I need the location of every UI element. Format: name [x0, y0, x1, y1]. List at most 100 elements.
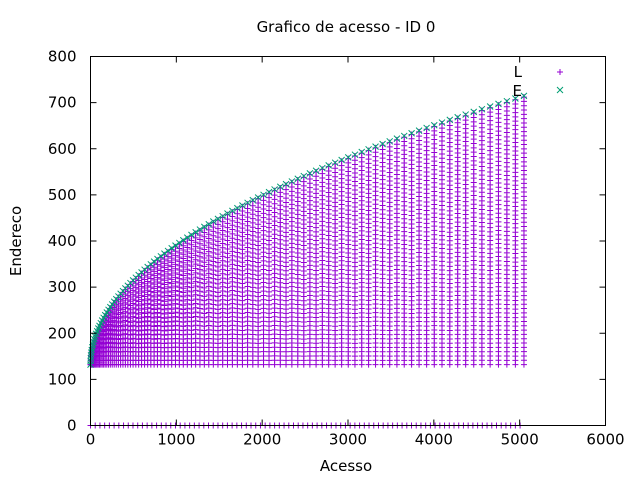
point-E: [520, 92, 528, 100]
point-E: [249, 196, 257, 204]
point-E: [172, 242, 179, 249]
point-L: [319, 166, 326, 173]
point-E: [214, 215, 222, 223]
y-tick-label: 500: [48, 186, 77, 204]
point-E: [486, 103, 494, 110]
point-E: [219, 212, 227, 220]
point-E: [325, 162, 333, 169]
point-E: [430, 121, 438, 129]
point-E: [205, 220, 213, 228]
point-L: [503, 99, 510, 106]
point-L: [408, 131, 415, 138]
point-E: [312, 167, 320, 175]
point-E: [512, 95, 519, 102]
point-E: [188, 231, 195, 239]
y-tick-label: 700: [48, 94, 77, 112]
point-E: [154, 255, 161, 263]
point-L: [365, 147, 372, 154]
point-E: [556, 86, 564, 94]
x-tick-label: 5000: [501, 431, 539, 449]
point-E: [87, 351, 95, 359]
point-L: [446, 118, 453, 125]
point-L: [219, 214, 226, 221]
point-L: [379, 142, 386, 149]
point-E: [503, 97, 511, 105]
point-E: [164, 247, 172, 255]
point-E: [408, 129, 415, 137]
point-E: [338, 156, 346, 164]
point-L: [313, 168, 320, 175]
y-axis-ticks: 0 100 200 300 400 500 600 700 800: [48, 48, 606, 435]
point-E: [379, 140, 386, 148]
y-tick-label: 400: [48, 232, 77, 250]
point-L: [201, 225, 208, 232]
point-L: [423, 126, 430, 133]
x-axis-ticks: 0 1000 2000 3000 4000 5000 6000: [86, 56, 625, 449]
point-L: [255, 195, 262, 202]
x-tick-label: 6000: [586, 431, 624, 449]
point-L: [283, 182, 290, 189]
point-L: [210, 219, 217, 226]
x-tick-label: 2000: [243, 431, 281, 449]
point-E: [470, 108, 478, 116]
point-L: [234, 206, 241, 213]
x-tick-label: 3000: [329, 431, 367, 449]
point-E: [209, 218, 217, 225]
point-L: [249, 198, 256, 205]
point-E: [157, 252, 165, 260]
point-L: [244, 201, 251, 208]
point-E: [265, 188, 273, 196]
point-E: [192, 228, 199, 236]
y-tick-label: 200: [48, 324, 77, 342]
point-E: [318, 164, 326, 172]
point-L: [462, 112, 469, 119]
point-L: [260, 193, 267, 200]
y-tick-label: 0: [67, 417, 77, 435]
legend-label-E: E: [513, 82, 522, 100]
point-E: [306, 170, 314, 177]
point-L: [306, 171, 313, 178]
point-L: [470, 110, 477, 117]
point-L: [266, 190, 273, 197]
point-E: [175, 239, 183, 247]
point-E: [276, 183, 284, 191]
series-L: [87, 94, 527, 429]
y-tick-label: 300: [48, 278, 77, 296]
point-L: [487, 104, 494, 111]
point-E: [168, 244, 176, 252]
chart-title: Grafico de acesso - ID 0: [257, 18, 436, 36]
point-E: [161, 250, 168, 257]
point-L: [478, 107, 485, 114]
point-E: [288, 178, 296, 185]
x-tick-label: 4000: [415, 431, 453, 449]
point-E: [415, 127, 423, 134]
x-tick-label: 0: [86, 431, 96, 449]
point-E: [234, 204, 241, 212]
point-E: [372, 143, 379, 151]
y-axis-label: Endereco: [7, 206, 25, 276]
point-L: [393, 136, 400, 143]
x-tick-label: 1000: [157, 431, 195, 449]
point-L: [358, 150, 365, 157]
point-E: [88, 349, 95, 357]
legend-marker-E: [556, 86, 564, 94]
legend-marker-L: [557, 69, 563, 75]
point-E: [344, 153, 352, 161]
point-E: [438, 119, 446, 126]
point-L: [205, 222, 212, 229]
point-L: [214, 217, 221, 224]
point-E: [365, 145, 372, 153]
point-E: [331, 159, 339, 167]
y-tick-label: 100: [48, 370, 77, 388]
point-L: [188, 233, 195, 240]
point-E: [400, 132, 408, 140]
x-axis-label: Acesso: [320, 457, 372, 475]
point-L: [557, 69, 563, 75]
point-E: [478, 105, 486, 113]
point-L: [224, 211, 231, 218]
point-E: [254, 194, 262, 201]
point-L: [239, 203, 246, 210]
point-E: [239, 202, 246, 209]
point-E: [495, 100, 502, 108]
point-L: [372, 144, 379, 151]
